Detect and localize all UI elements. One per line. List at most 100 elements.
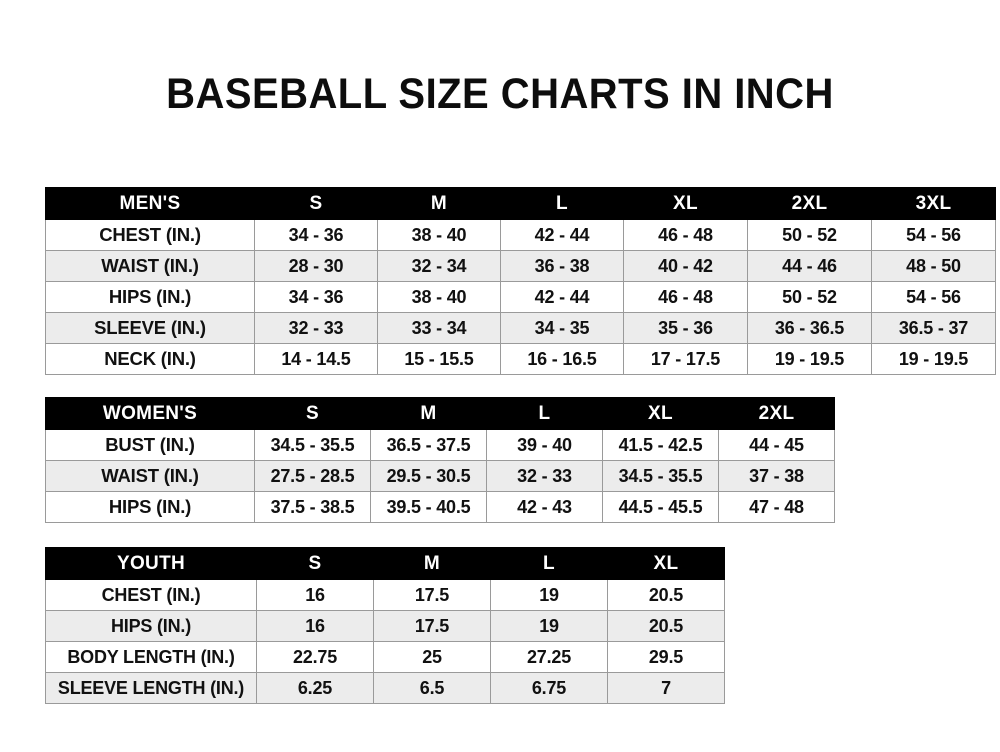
table-cell: 39.5 - 40.5: [370, 491, 487, 523]
mens-header-s: S: [254, 187, 378, 220]
row-label: BODY LENGTH (IN.): [45, 641, 257, 673]
mens-header-2xl: 2XL: [747, 187, 872, 220]
youth-header-s: S: [256, 547, 374, 580]
table-cell: 44 - 45: [718, 429, 835, 461]
table-cell: 42 - 44: [500, 281, 624, 313]
table-cell: 44 - 46: [747, 250, 872, 282]
table-cell: 17.5: [373, 579, 491, 611]
table-cell: 46 - 48: [623, 219, 748, 251]
table-cell: 29.5: [607, 641, 725, 673]
table-cell: 46 - 48: [623, 281, 748, 313]
table-cell: 7: [607, 672, 725, 704]
table-cell: 47 - 48: [718, 491, 835, 523]
table-cell: 37.5 - 38.5: [254, 491, 371, 523]
table-cell: 34 - 36: [254, 281, 378, 313]
table-row: NECK (IN.) 14 - 14.5 15 - 15.5 16 - 16.5…: [45, 343, 996, 375]
table-cell: 16: [256, 610, 374, 642]
table-row: BUST (IN.) 34.5 - 35.5 36.5 - 37.5 39 - …: [45, 429, 835, 461]
table-cell: 22.75: [256, 641, 374, 673]
table-row: CHEST (IN.) 16 17.5 19 20.5: [45, 579, 725, 611]
womens-header-m: M: [370, 397, 487, 430]
mens-header-xl: XL: [623, 187, 748, 220]
row-label: WAIST (IN.): [45, 460, 255, 492]
womens-header-2xl: 2XL: [718, 397, 835, 430]
table-cell: 16: [256, 579, 374, 611]
table-cell: 35 - 36: [623, 312, 748, 344]
row-label: WAIST (IN.): [45, 250, 255, 282]
mens-header-3xl: 3XL: [871, 187, 996, 220]
table-cell: 19 - 19.5: [747, 343, 872, 375]
table-cell: 36.5 - 37: [871, 312, 996, 344]
youth-header-m: M: [373, 547, 491, 580]
table-cell: 39 - 40: [486, 429, 603, 461]
table-cell: 6.5: [373, 672, 491, 704]
table-cell: 48 - 50: [871, 250, 996, 282]
page-title: BASEBALL SIZE CHARTS IN INCH: [166, 70, 834, 118]
table-row: HIPS (IN.) 16 17.5 19 20.5: [45, 610, 725, 642]
table-cell: 41.5 - 42.5: [602, 429, 719, 461]
youth-size-table: YOUTH S M L XL CHEST (IN.) 16 17.5 19 20…: [45, 547, 725, 704]
mens-header-category: MEN'S: [45, 187, 255, 220]
table-cell: 6.75: [490, 672, 608, 704]
row-label: HIPS (IN.): [45, 610, 257, 642]
table-cell: 54 - 56: [871, 281, 996, 313]
row-label: HIPS (IN.): [45, 491, 255, 523]
table-cell: 20.5: [607, 610, 725, 642]
table-cell: 19 - 19.5: [871, 343, 996, 375]
table-cell: 34.5 - 35.5: [254, 429, 371, 461]
youth-header-xl: XL: [607, 547, 725, 580]
table-row: HIPS (IN.) 34 - 36 38 - 40 42 - 44 46 - …: [45, 281, 996, 313]
table-cell: 19: [490, 610, 608, 642]
table-cell: 19: [490, 579, 608, 611]
table-cell: 37 - 38: [718, 460, 835, 492]
mens-header-row: MEN'S S M L XL 2XL 3XL: [45, 187, 996, 220]
youth-header-row: YOUTH S M L XL: [45, 547, 725, 580]
table-cell: 33 - 34: [377, 312, 501, 344]
table-cell: 36 - 38: [500, 250, 624, 282]
table-cell: 40 - 42: [623, 250, 748, 282]
table-row: BODY LENGTH (IN.) 22.75 25 27.25 29.5: [45, 641, 725, 673]
table-cell: 36 - 36.5: [747, 312, 872, 344]
row-label: SLEEVE LENGTH (IN.): [45, 672, 257, 704]
womens-size-table: WOMEN'S S M L XL 2XL BUST (IN.) 34.5 - 3…: [45, 397, 835, 523]
row-label: SLEEVE (IN.): [45, 312, 255, 344]
table-cell: 16 - 16.5: [500, 343, 624, 375]
table-row: CHEST (IN.) 34 - 36 38 - 40 42 - 44 46 -…: [45, 219, 996, 251]
table-cell: 27.25: [490, 641, 608, 673]
table-cell: 15 - 15.5: [377, 343, 501, 375]
table-cell: 6.25: [256, 672, 374, 704]
table-cell: 14 - 14.5: [254, 343, 378, 375]
row-label: NECK (IN.): [45, 343, 255, 375]
row-label: CHEST (IN.): [45, 579, 257, 611]
womens-header-row: WOMEN'S S M L XL 2XL: [45, 397, 835, 430]
table-cell: 38 - 40: [377, 281, 501, 313]
youth-header-l: L: [490, 547, 608, 580]
mens-header-l: L: [500, 187, 624, 220]
table-cell: 42 - 43: [486, 491, 603, 523]
table-cell: 32 - 33: [254, 312, 378, 344]
table-cell: 34 - 35: [500, 312, 624, 344]
table-row: WAIST (IN.) 27.5 - 28.5 29.5 - 30.5 32 -…: [45, 460, 835, 492]
womens-header-xl: XL: [602, 397, 719, 430]
mens-header-m: M: [377, 187, 501, 220]
table-cell: 20.5: [607, 579, 725, 611]
table-row: HIPS (IN.) 37.5 - 38.5 39.5 - 40.5 42 - …: [45, 491, 835, 523]
table-cell: 50 - 52: [747, 281, 872, 313]
table-cell: 34 - 36: [254, 219, 378, 251]
table-row: SLEEVE LENGTH (IN.) 6.25 6.5 6.75 7: [45, 672, 725, 704]
row-label: CHEST (IN.): [45, 219, 255, 251]
table-cell: 32 - 34: [377, 250, 501, 282]
row-label: BUST (IN.): [45, 429, 255, 461]
table-cell: 17.5: [373, 610, 491, 642]
table-row: SLEEVE (IN.) 32 - 33 33 - 34 34 - 35 35 …: [45, 312, 996, 344]
womens-header-s: S: [254, 397, 371, 430]
table-cell: 54 - 56: [871, 219, 996, 251]
row-label: HIPS (IN.): [45, 281, 255, 313]
table-cell: 27.5 - 28.5: [254, 460, 371, 492]
table-cell: 17 - 17.5: [623, 343, 748, 375]
womens-header-category: WOMEN'S: [45, 397, 255, 430]
table-cell: 32 - 33: [486, 460, 603, 492]
table-cell: 38 - 40: [377, 219, 501, 251]
youth-header-category: YOUTH: [45, 547, 257, 580]
